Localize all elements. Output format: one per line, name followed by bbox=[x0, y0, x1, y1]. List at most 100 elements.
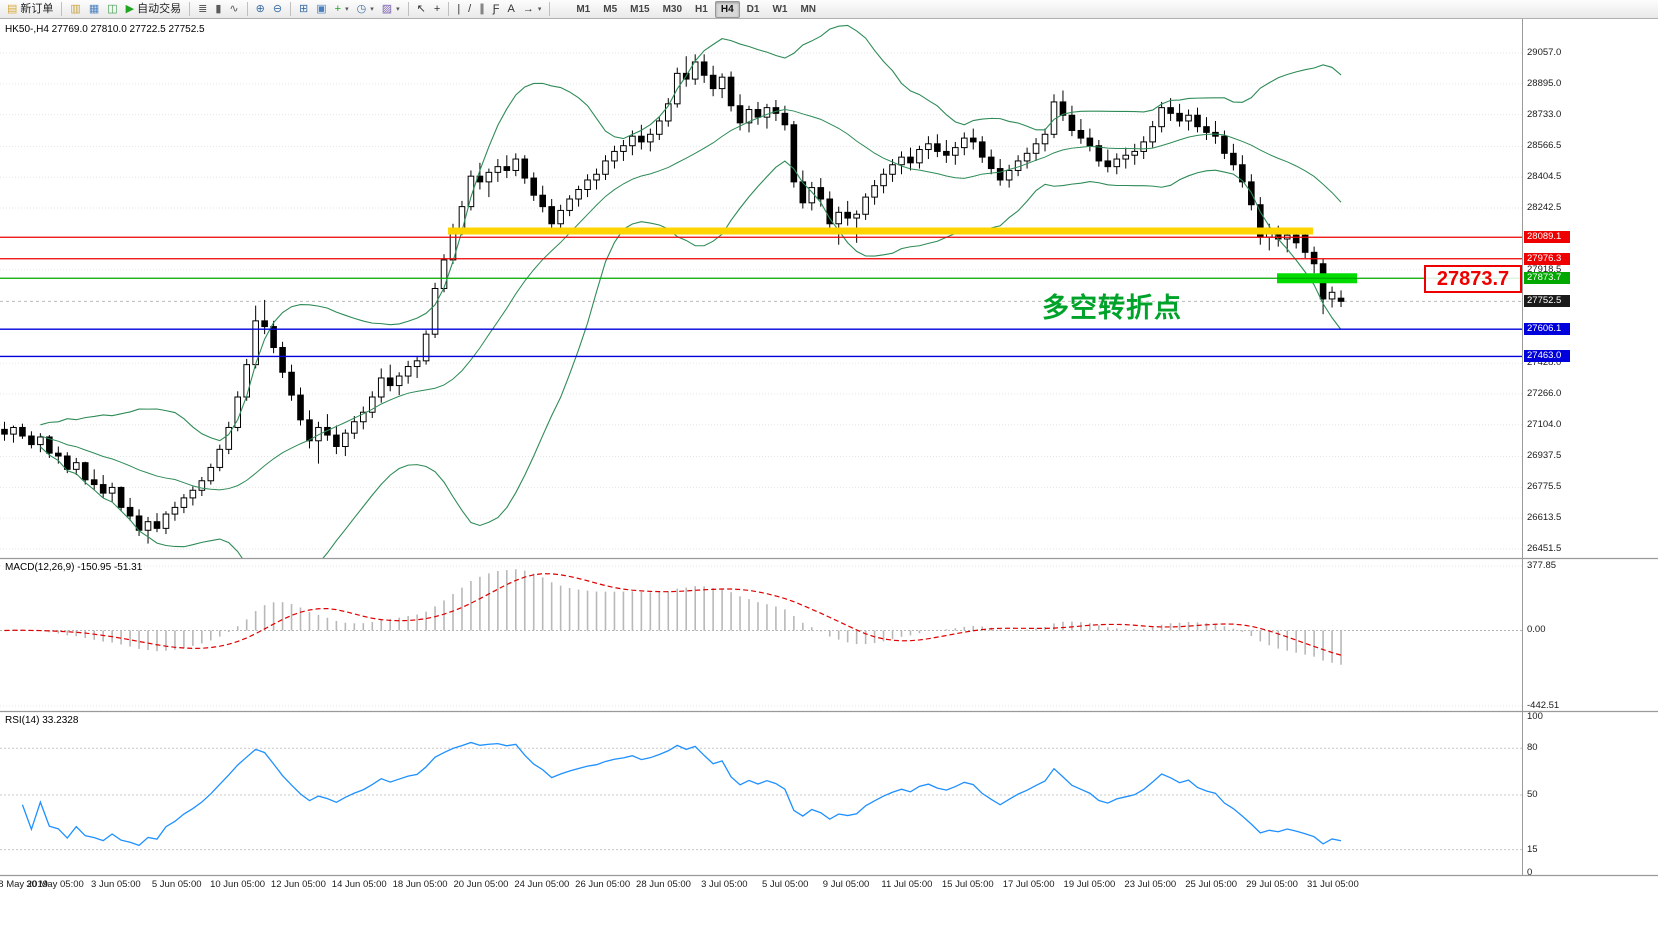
toolbar-separator bbox=[290, 2, 292, 16]
rsi-tick-label: 80 bbox=[1527, 742, 1538, 753]
toolbar-separator bbox=[189, 2, 191, 16]
time-axis-label: 10 Jun 05:00 bbox=[210, 879, 266, 890]
vertical-line-icon: | bbox=[457, 2, 461, 15]
timeframe-d1-button[interactable]: D1 bbox=[746, 3, 760, 15]
equidistant-channel-icon: ∥ bbox=[479, 2, 485, 15]
price-tick-label: 27428.0 bbox=[1527, 357, 1562, 368]
new-order-label: 新订单 bbox=[20, 2, 54, 15]
pivot-point-annotation: 多空转折点 bbox=[1042, 293, 1182, 323]
timeframe-m15-button[interactable]: M15 bbox=[630, 3, 650, 15]
auto-trading-button[interactable]: ▶ 自动交易 bbox=[122, 0, 185, 19]
auto-trading-icon: ▶ bbox=[125, 2, 135, 15]
chevron-down-icon: ▾ bbox=[345, 6, 349, 13]
time-axis-label: 29 Jul 05:00 bbox=[1246, 879, 1298, 890]
timeframe-h1-button[interactable]: H1 bbox=[695, 3, 708, 15]
time-axis-label: 26 Jun 05:00 bbox=[575, 879, 631, 890]
rsi-indicator-label: RSI(14) 33.2328 bbox=[5, 715, 79, 726]
equidistant-channel-button[interactable]: ∥ bbox=[475, 0, 489, 19]
chart-candles-button[interactable]: ▮ bbox=[211, 0, 225, 19]
toolbar-separator bbox=[448, 2, 450, 16]
periods-icon: ◷ bbox=[356, 2, 367, 15]
templates-icon: ▨ bbox=[381, 2, 393, 15]
trendline-button[interactable]: / bbox=[464, 0, 475, 19]
price-tag-label: 27873.7 bbox=[1424, 265, 1522, 293]
timeframe-group: M1 M5 M15 M30 H1 H4 D1 W1 MN bbox=[570, 0, 822, 18]
price-tick-label: 26937.5 bbox=[1527, 450, 1562, 461]
indicators-icon: + bbox=[334, 2, 342, 15]
time-axis-label: 17 Jul 05:00 bbox=[1002, 879, 1055, 890]
chart-line-button[interactable]: ∿ bbox=[225, 0, 242, 19]
time-axis-label: 23 Jul 05:00 bbox=[1124, 879, 1177, 890]
auto-trading-label: 自动交易 bbox=[137, 2, 182, 15]
time-axis-label: 18 Jun 05:00 bbox=[392, 879, 448, 890]
time-axis-label: 12 Jun 05:00 bbox=[270, 879, 326, 890]
arrows-button[interactable]: → ▾ bbox=[519, 0, 546, 19]
chart-bars-button[interactable]: ≣ bbox=[194, 0, 211, 19]
data-window-icon: ▦ bbox=[88, 2, 100, 15]
toolbar-separator bbox=[549, 2, 551, 16]
tile-windows-icon: ▣ bbox=[316, 2, 327, 15]
toolbar-separator bbox=[246, 2, 248, 16]
grid-button[interactable]: ⊞ bbox=[295, 0, 312, 19]
templates-button[interactable]: ▨ ▾ bbox=[378, 0, 404, 19]
price-tick-label: 26451.5 bbox=[1527, 543, 1562, 554]
time-axis-label: 15 Jul 05:00 bbox=[941, 879, 994, 890]
time-axis-label: 11 Jul 05:00 bbox=[881, 879, 933, 890]
time-axis-label: 5 Jun 05:00 bbox=[151, 879, 202, 890]
rsi-tick-label: 0 bbox=[1527, 867, 1533, 878]
level-line-price-label: 28089.1 bbox=[1524, 231, 1570, 243]
main-toolbar: ▤ 新订单 ▥ ▦ ◫ ▶ 自动交易 ≣ ▮ ∿ ⊕ ⊖ ⊞ ▣ + ▾ ◷ ▾ ▨ ▾ ↖ + | / ∥ Ƒ A → ▾ M1 M5 M1… bbox=[0, 0, 1658, 19]
level-line-price-label: 27463.0 bbox=[1524, 350, 1570, 362]
zoom-in-button[interactable]: ⊕ bbox=[252, 0, 269, 19]
toolbar-separator bbox=[407, 2, 409, 16]
vertical-line-button[interactable]: | bbox=[453, 0, 464, 19]
timeframe-m1-button[interactable]: M1 bbox=[576, 3, 591, 15]
chevron-down-icon: ▾ bbox=[537, 6, 542, 13]
time-axis-label: 28 May 2019 bbox=[0, 879, 48, 890]
text-label-button[interactable]: A bbox=[503, 0, 518, 19]
navigator-button[interactable]: ◫ bbox=[103, 0, 121, 19]
arrows-icon: → bbox=[522, 2, 534, 15]
price-tick-label: 26775.5 bbox=[1527, 481, 1562, 492]
fibonacci-button[interactable]: Ƒ bbox=[489, 0, 504, 19]
tile-windows-button[interactable]: ▣ bbox=[312, 0, 330, 19]
rsi-tick-label: 100 bbox=[1527, 711, 1543, 722]
navigator-icon: ◫ bbox=[107, 2, 118, 15]
price-tick-label: 27104.0 bbox=[1527, 419, 1562, 430]
time-axis-label: 20 Jun 05:00 bbox=[453, 879, 509, 890]
level-line-price-label: 27606.1 bbox=[1524, 323, 1570, 335]
price-tick-label: 28242.5 bbox=[1527, 202, 1562, 213]
current-price-label: 27752.5 bbox=[1524, 295, 1570, 307]
time-axis-label: 31 Jul 05:00 bbox=[1306, 879, 1359, 890]
periods-button[interactable]: ◷ ▾ bbox=[353, 0, 378, 19]
time-axis-label: 5 Jul 05:00 bbox=[761, 879, 809, 890]
time-axis-label: 30 May 05:00 bbox=[26, 879, 84, 890]
timeframe-h4-button[interactable]: H4 bbox=[714, 0, 740, 18]
time-axis-label: 3 Jul 05:00 bbox=[701, 879, 748, 890]
new-order-button[interactable]: ▤ 新订单 bbox=[3, 0, 57, 19]
indicators-button[interactable]: + ▾ bbox=[331, 0, 353, 19]
text-label-icon: A bbox=[507, 2, 515, 15]
rsi-tick-label: 50 bbox=[1527, 789, 1538, 800]
time-axis-label: 28 Jun 05:00 bbox=[636, 879, 691, 890]
chevron-down-icon: ▾ bbox=[396, 6, 400, 13]
trendline-icon: / bbox=[468, 2, 472, 15]
timeframe-m5-button[interactable]: M5 bbox=[603, 3, 618, 15]
grid-icon: ⊞ bbox=[299, 2, 309, 15]
chart-line-icon: ∿ bbox=[229, 2, 239, 15]
chart-title: HK50-,H4 27769.0 27810.0 27722.5 27752.5 bbox=[5, 24, 205, 35]
timeframe-m30-button[interactable]: M30 bbox=[662, 3, 683, 15]
level-line-price-label: 27873.7 bbox=[1524, 272, 1570, 284]
data-window-button[interactable]: ▦ bbox=[85, 0, 103, 19]
market-watch-button[interactable]: ▥ bbox=[66, 0, 84, 19]
macd-indicator-label: MACD(12,26,9) -150.95 -51.31 bbox=[5, 562, 143, 573]
timeframe-mn-button[interactable]: MN bbox=[800, 3, 816, 15]
zoom-out-button[interactable]: ⊖ bbox=[269, 0, 286, 19]
timeframe-w1-button[interactable]: W1 bbox=[772, 3, 788, 15]
crosshair-button[interactable]: + bbox=[430, 0, 444, 19]
price-tick-label: 28566.5 bbox=[1527, 140, 1562, 151]
cursor-button[interactable]: ↖ bbox=[413, 0, 430, 19]
price-tick-label: 29057.0 bbox=[1527, 47, 1562, 58]
